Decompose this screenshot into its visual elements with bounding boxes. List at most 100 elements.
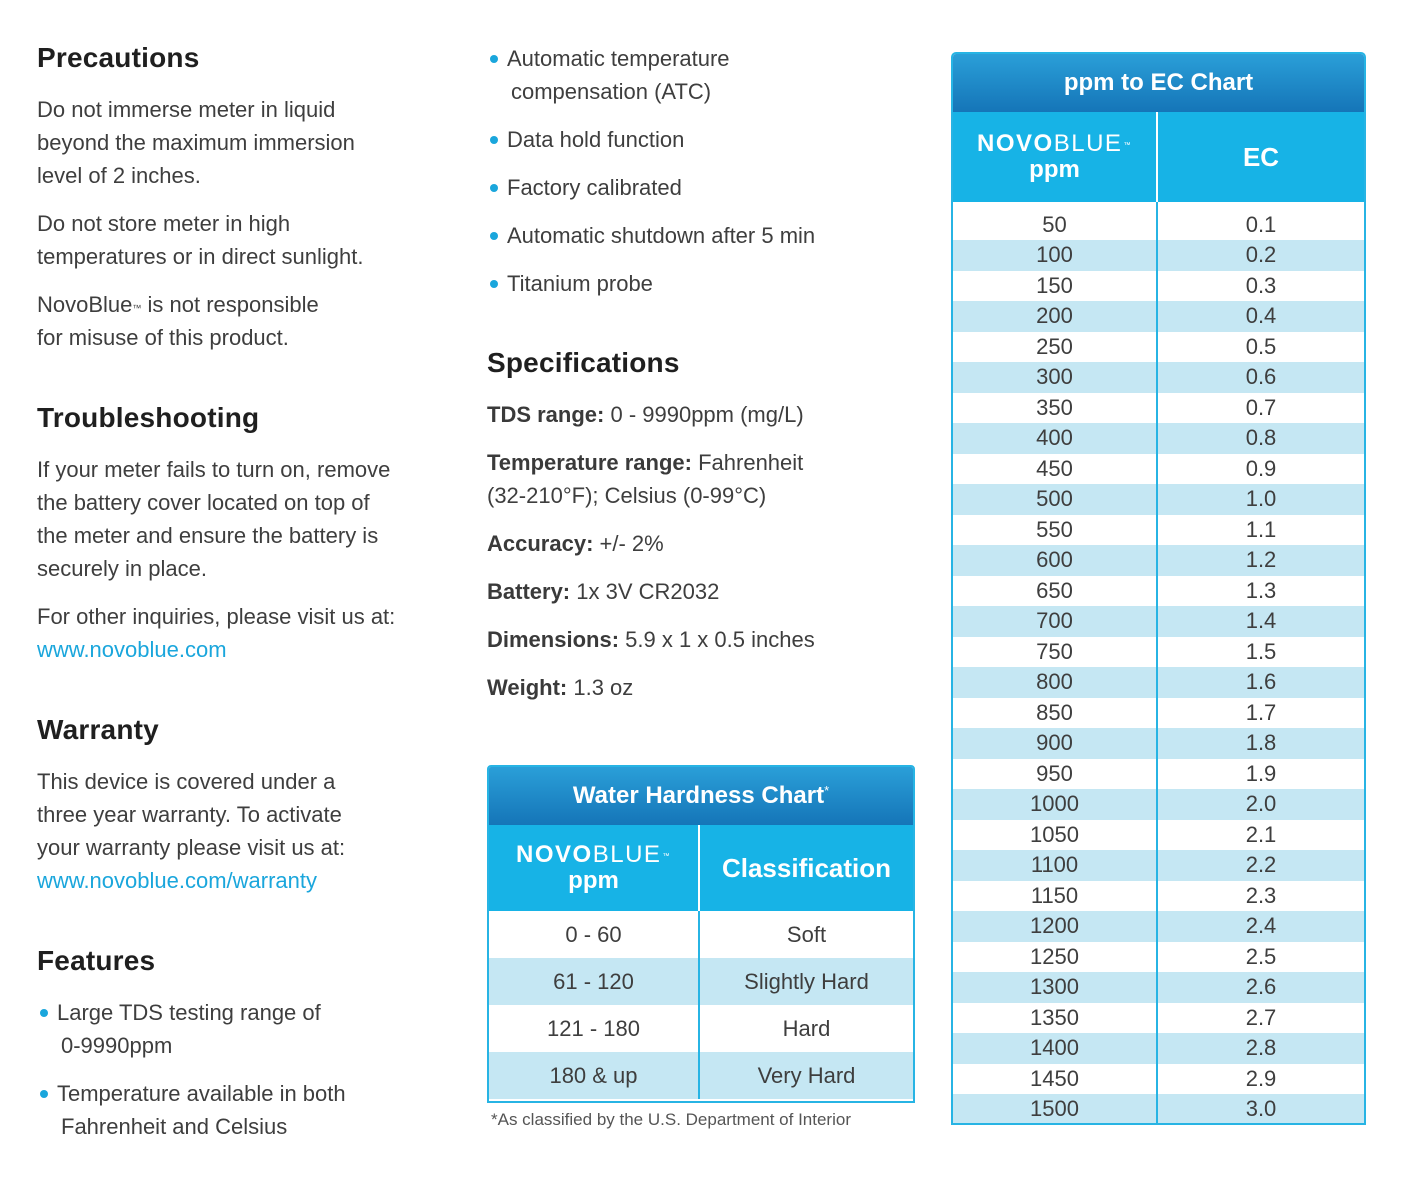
ec-ppm-cell: 100 <box>953 240 1158 271</box>
hardness-ppm-cell: 121 - 180 <box>489 1005 700 1052</box>
warranty-text: This device is covered under a three yea… <box>37 769 346 893</box>
ec-value-cell: 2.6 <box>1245 974 1277 999</box>
table-row: 61 - 120 Slightly Hard <box>489 958 913 1005</box>
hardness-class-cell: Slightly Hard <box>744 969 869 994</box>
ppm-to-ec-table: ppm to EC Chart NOVOBLUE™ ppm EC 50 0.1 10… <box>951 52 1366 1125</box>
troubleshooting-text-1: If your meter fails to turn on, remove t… <box>37 457 391 581</box>
ec-ppm-cell: 1000 <box>953 789 1158 820</box>
table-row: 1200 2.4 <box>953 911 1364 942</box>
ec-value-cell: 0.3 <box>1245 272 1277 298</box>
table-row: 600 1.2 <box>953 545 1364 576</box>
spec-battery: Battery: 1x 3V CR2032 <box>487 579 720 604</box>
ec-value-cell: 2.2 <box>1245 852 1277 877</box>
table-row: 550 1.1 <box>953 514 1364 545</box>
ec-ppm-cell: 1200 <box>953 911 1158 942</box>
ec-ppm-cell: 700 <box>953 606 1158 637</box>
spec-dimensions: Dimensions: 5.9 x 1 x 0.5 inches <box>487 627 815 652</box>
ec-ppm-cell: 250 <box>953 331 1158 362</box>
ec-ppm-cell: 750 <box>953 636 1158 667</box>
table-row: 1300 2.6 <box>953 972 1364 1003</box>
ec-ppm-cell: 650 <box>953 575 1158 606</box>
troubleshooting-heading: Troubleshooting <box>37 402 260 433</box>
ec-ppm-cell: 200 <box>953 301 1158 332</box>
ec-value-cell: 0.5 <box>1245 333 1277 359</box>
hardness-class-cell: Very Hard <box>757 1063 856 1088</box>
troubleshooting-text-2: For other inquiries, please visit us at:… <box>37 604 396 662</box>
ec-value-cell: 0.2 <box>1245 242 1277 267</box>
ec-value-cell: 1.9 <box>1245 760 1277 786</box>
precautions-text-3: NovoBlue™ is not responsible for misuse … <box>37 292 319 350</box>
table-row: 180 & up Very Hard <box>489 1052 913 1099</box>
table-row: 1250 2.5 <box>953 941 1364 972</box>
novoblue-link[interactable]: www.novoblue.com <box>37 637 227 662</box>
table-row: 1350 2.7 <box>953 1002 1364 1033</box>
table-row: 650 1.3 <box>953 575 1364 606</box>
novoblue-logo: NOVOBLUE™ <box>516 841 671 868</box>
ec-value-cell: 1.5 <box>1245 638 1277 664</box>
table-row: 950 1.9 <box>953 758 1364 789</box>
ec-value-cell: 2.8 <box>1245 1035 1277 1060</box>
hardness-ppm-cell: 0 - 60 <box>489 911 700 958</box>
ec-ppm-cell: 1300 <box>953 972 1158 1003</box>
ec-ppm-cell: 900 <box>953 728 1158 759</box>
ec-ppm-cell: 450 <box>953 453 1158 484</box>
hardness-ppm-cell: 61 - 120 <box>489 958 700 1005</box>
table-row: 100 0.2 <box>953 240 1364 271</box>
water-hardness-table: Water Hardness Chart* NOVOBLUE™ ppm Clas… <box>487 765 915 1103</box>
water-hardness-rows: 0 - 60 Soft 61 - 120 Slightly Hard 121 - 180… <box>489 911 913 1099</box>
ppm-column-header: NOVOBLUE™ ppm <box>489 825 700 911</box>
classification-column-header: Classification <box>721 852 892 883</box>
ec-ppm-cell: 800 <box>953 667 1158 698</box>
precautions-heading: Precautions <box>37 42 200 73</box>
ec-value-cell: 1.0 <box>1245 486 1277 511</box>
hardness-footnote: *As classified by the U.S. Department of… <box>491 1110 851 1129</box>
water-hardness-header: NOVOBLUE™ ppm Classification <box>489 825 913 911</box>
ec-ppm-cell: 1100 <box>953 850 1158 881</box>
ec-ppm-cell: 300 <box>953 362 1158 393</box>
table-row: 750 1.5 <box>953 636 1364 667</box>
ec-ppm-cell: 1350 <box>953 1002 1158 1033</box>
table-row: 50 0.1 <box>953 202 1364 240</box>
ec-value-cell: 1.6 <box>1245 669 1277 694</box>
ec-value-cell: 0.4 <box>1245 303 1277 328</box>
ec-value-cell: 1.4 <box>1245 608 1277 633</box>
table-row: 121 - 180 Hard <box>489 1005 913 1052</box>
table-row: 300 0.6 <box>953 362 1364 393</box>
table-row: 900 1.8 <box>953 728 1364 759</box>
ec-chart-title: ppm to EC Chart <box>953 54 1364 112</box>
ec-value-cell: 2.1 <box>1245 821 1277 847</box>
ec-ppm-cell: 500 <box>953 484 1158 515</box>
warranty-heading: Warranty <box>37 714 159 745</box>
ec-ppm-cell: 400 <box>953 423 1158 454</box>
ec-value-cell: 0.9 <box>1245 455 1277 481</box>
ec-ppm-cell: 850 <box>953 697 1158 728</box>
ec-value-cell: 2.4 <box>1245 913 1277 938</box>
table-row: 1000 2.0 <box>953 789 1364 820</box>
ec-value-cell: 0.8 <box>1245 425 1277 450</box>
ec-rows: 50 0.1 100 0.2 150 0.3 200 0.4 250 0.5 300 0.6 350 0.… <box>953 202 1364 1123</box>
ec-value-cell: 1.3 <box>1245 577 1277 603</box>
ec-ppm-cell: 150 <box>953 270 1158 301</box>
ec-value-cell: 0.1 <box>1245 212 1277 237</box>
table-row: 1150 2.3 <box>953 880 1364 911</box>
list-item: Titanium probe <box>487 267 917 300</box>
warranty-link[interactable]: www.novoblue.com/warranty <box>37 868 318 893</box>
spec-temperature-range: Temperature range: Fahrenheit (32-210°F);… <box>487 450 804 508</box>
table-row: 850 1.7 <box>953 697 1364 728</box>
ec-ppm-cell: 1050 <box>953 819 1158 850</box>
table-row: 350 0.7 <box>953 392 1364 423</box>
ec-ppm-cell: 550 <box>953 514 1158 545</box>
hardness-ppm-cell: 180 & up <box>489 1052 700 1099</box>
ec-value-cell: 2.3 <box>1245 882 1277 908</box>
list-item: Factory calibrated <box>487 171 917 204</box>
novoblue-logo: NOVOBLUE™ <box>977 130 1132 157</box>
spec-accuracy: Accuracy: +/- 2% <box>487 531 664 556</box>
table-row: 1100 2.2 <box>953 850 1364 881</box>
specifications-heading: Specifications <box>487 347 680 378</box>
ec-value-cell: 2.7 <box>1245 1004 1277 1030</box>
list-item: Data hold function <box>487 123 917 156</box>
table-row: 1050 2.1 <box>953 819 1364 850</box>
ec-ppm-cell: 1250 <box>953 941 1158 972</box>
table-row: 150 0.3 <box>953 270 1364 301</box>
table-row: 700 1.4 <box>953 606 1364 637</box>
